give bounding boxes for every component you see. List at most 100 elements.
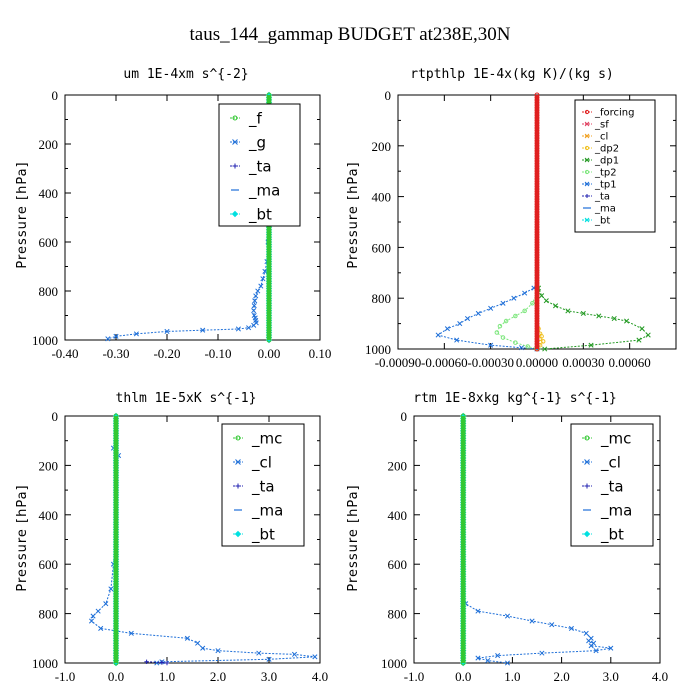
series-point — [534, 117, 540, 123]
series-point — [113, 428, 119, 434]
series-point — [534, 216, 540, 222]
x-tick-label-rtpthlp: -0.00090 — [375, 355, 422, 370]
series-point — [113, 606, 119, 612]
series-point — [460, 482, 466, 488]
legend-marker — [584, 459, 590, 465]
series-point — [460, 529, 466, 535]
series-point — [113, 537, 119, 542]
series-point — [534, 249, 540, 255]
series-point — [113, 485, 119, 491]
series-point — [586, 638, 592, 644]
series-point — [266, 286, 272, 292]
series-point — [113, 608, 119, 614]
series-point — [534, 252, 540, 258]
legend-label: _sf — [594, 120, 609, 131]
y-tick-label-rtm: 0 — [401, 409, 408, 424]
series-point — [113, 596, 119, 602]
series-point — [611, 315, 617, 322]
x-tick-label-um: 0.10 — [309, 346, 332, 361]
series-point — [525, 344, 530, 349]
series-point — [113, 517, 119, 523]
series-point — [534, 166, 540, 172]
panel-rtm: rtm 1E-8xkg kg^{-1} s^{-1} Pressure [hPa… — [346, 391, 617, 592]
series-point — [460, 539, 466, 545]
series-point — [266, 327, 272, 333]
series-point — [460, 460, 466, 466]
y-axis-label-thlm: Pressure [hPa] — [15, 484, 30, 591]
series-point — [534, 211, 540, 217]
panel-title-um: um 1E-4xm s^{-2} — [123, 67, 248, 82]
series-point — [113, 561, 119, 567]
series-point — [113, 425, 119, 431]
series-point — [460, 635, 466, 641]
x-tick-label-rtpthlp: -0.00030 — [467, 355, 514, 370]
series-point — [534, 283, 540, 288]
series-point — [460, 653, 466, 659]
legend-label: _ma — [600, 501, 632, 520]
series-point — [113, 578, 119, 584]
series-point — [488, 342, 494, 348]
series-point — [460, 514, 466, 520]
series-point — [113, 546, 119, 552]
series-point — [460, 470, 466, 476]
legend-label: _ta — [251, 477, 275, 496]
series-point — [534, 209, 540, 215]
series-point — [113, 628, 119, 634]
series-point — [460, 549, 466, 555]
legend-marker — [584, 435, 590, 441]
series-point — [113, 482, 119, 488]
y-tick-label-thlm: 200 — [39, 458, 59, 473]
series-point — [519, 345, 525, 351]
series-point — [460, 420, 466, 426]
series-point — [460, 625, 466, 631]
series-point — [460, 569, 466, 575]
series-point — [460, 578, 466, 584]
series-point — [113, 539, 119, 545]
series-point — [504, 613, 511, 619]
series-point — [539, 650, 545, 656]
series-point — [266, 330, 272, 336]
series-point — [534, 183, 540, 189]
legend-marker — [232, 163, 238, 169]
y-tick-label-rtm: 200 — [388, 458, 408, 473]
series-point — [534, 133, 540, 139]
series-point — [534, 234, 540, 240]
series-point — [494, 330, 500, 335]
series-point — [252, 298, 258, 304]
x-tick-label-rtpthlp: 0.00060 — [609, 355, 651, 370]
series-point — [113, 653, 119, 659]
series-point — [460, 522, 466, 528]
series-point — [460, 450, 466, 456]
series-point — [266, 322, 272, 328]
series-point — [266, 305, 272, 311]
series-point — [113, 559, 119, 565]
series-point — [266, 232, 272, 238]
series-point — [113, 640, 119, 646]
series-point — [113, 495, 119, 501]
series-point — [497, 323, 503, 329]
series-point — [534, 262, 540, 268]
legend-label: _ma — [594, 204, 616, 215]
series-point — [113, 455, 119, 461]
series-point — [534, 305, 540, 311]
series-point — [266, 656, 272, 662]
x-tick-label-thlm: 0.0 — [108, 669, 124, 684]
series-point — [534, 206, 540, 212]
y-tick-label-um: 600 — [39, 235, 59, 250]
series-point — [460, 527, 466, 533]
series-point — [534, 199, 540, 205]
series-point — [266, 249, 272, 255]
series-point — [266, 266, 272, 272]
series-point — [511, 295, 517, 301]
series-point — [113, 633, 119, 639]
series-point — [113, 423, 119, 429]
series-point — [460, 517, 466, 523]
series-point — [103, 601, 109, 607]
series-point — [113, 499, 119, 505]
series-point — [534, 229, 540, 235]
series-point — [534, 112, 540, 118]
y-tick-label-thlm: 1000 — [32, 656, 58, 671]
y-tick-label-um: 0 — [52, 88, 59, 103]
series-point — [435, 332, 441, 338]
